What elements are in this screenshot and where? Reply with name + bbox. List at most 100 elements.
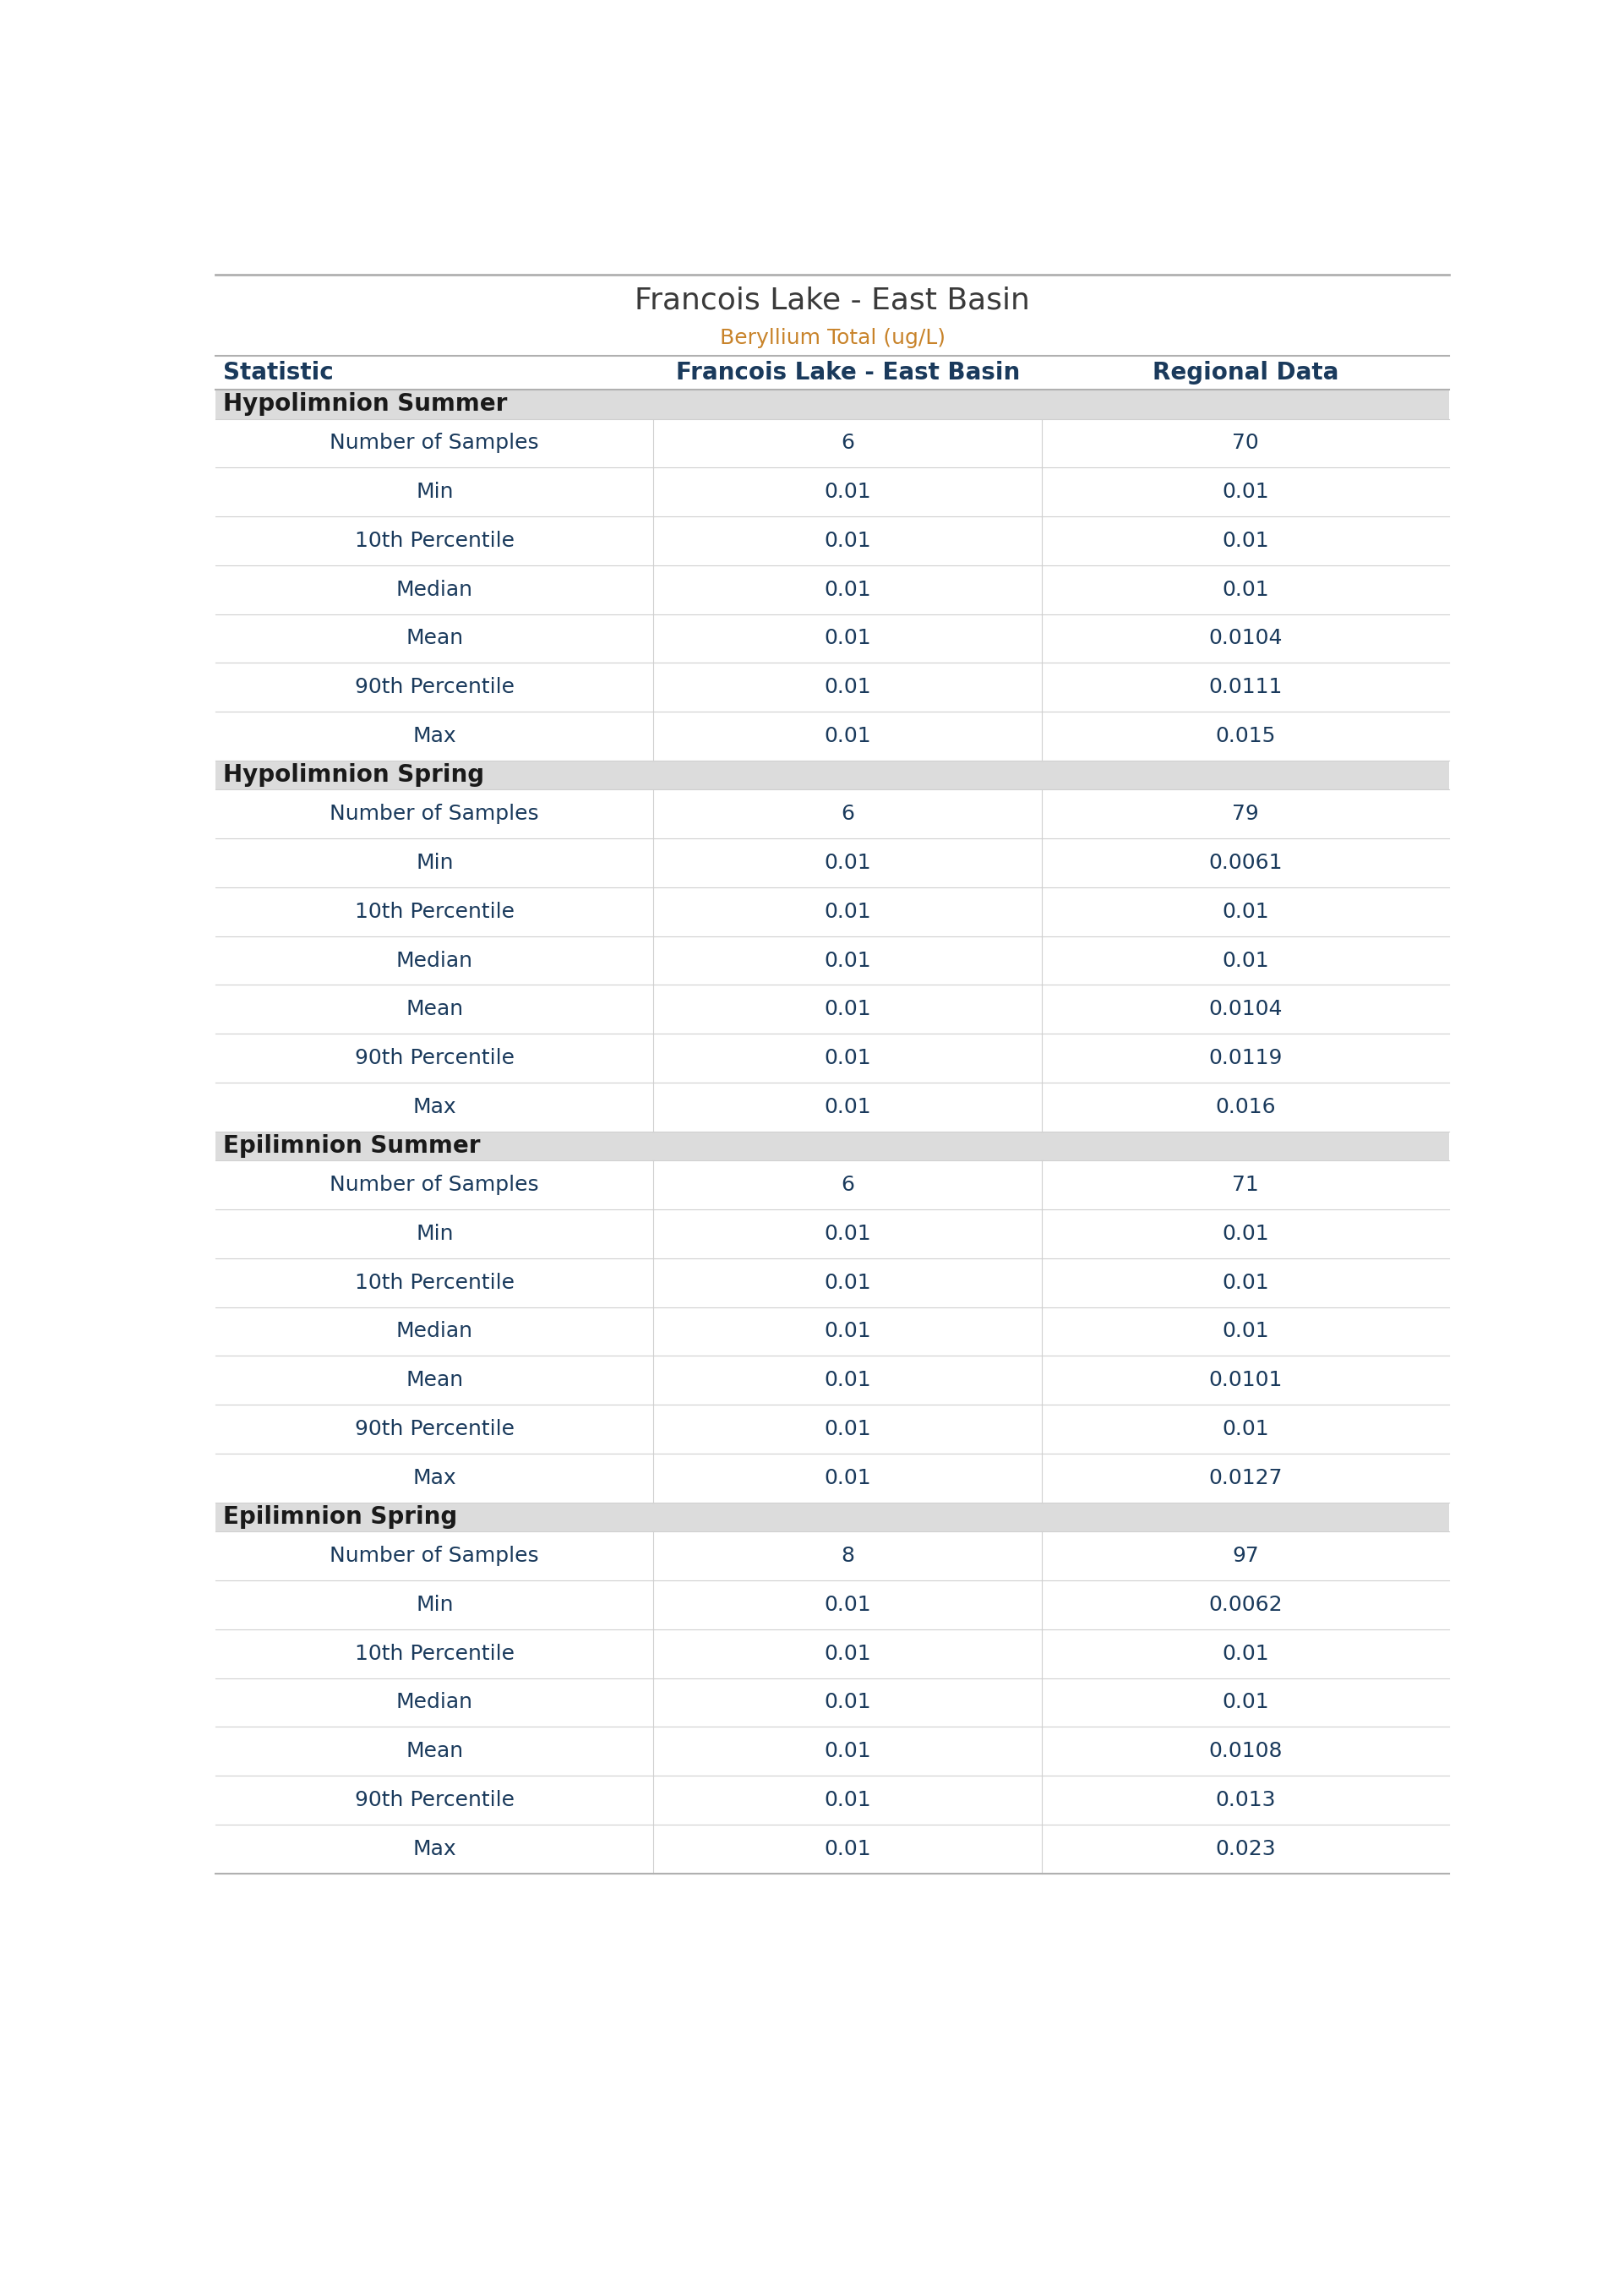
Bar [216, 1033, 1449, 1083]
Text: 90th Percentile: 90th Percentile [354, 676, 515, 697]
Text: 0.01: 0.01 [825, 1789, 870, 1809]
Text: Number of Samples: Number of Samples [330, 434, 539, 454]
Text: 0.01: 0.01 [825, 1643, 870, 1664]
Bar [216, 468, 1449, 518]
Text: 0.01: 0.01 [825, 481, 870, 502]
Bar [216, 790, 1449, 838]
Text: 0.01: 0.01 [1221, 1691, 1268, 1712]
Text: 0.01: 0.01 [825, 1273, 870, 1294]
Text: Number of Samples: Number of Samples [330, 1176, 539, 1196]
Text: 0.01: 0.01 [825, 629, 870, 649]
Text: 0.016: 0.016 [1215, 1096, 1276, 1117]
Text: 0.01: 0.01 [825, 1691, 870, 1712]
Text: 10th Percentile: 10th Percentile [354, 901, 515, 922]
Text: 0.0061: 0.0061 [1208, 854, 1283, 874]
Text: Francois Lake - East Basin: Francois Lake - East Basin [676, 361, 1020, 384]
Text: Mean: Mean [406, 629, 463, 649]
Text: 0.01: 0.01 [825, 1419, 870, 1439]
Text: Epilimnion Spring: Epilimnion Spring [224, 1505, 458, 1528]
Text: Francois Lake - East Basin: Francois Lake - East Basin [635, 286, 1030, 316]
Text: 6: 6 [841, 1176, 854, 1196]
Bar [216, 1355, 1449, 1405]
Bar [216, 985, 1449, 1033]
Text: 8: 8 [841, 1546, 854, 1566]
Bar [216, 713, 1449, 760]
Bar [216, 615, 1449, 663]
Bar [216, 1630, 1449, 1678]
Text: 0.01: 0.01 [825, 1741, 870, 1762]
Text: Max: Max [412, 1469, 456, 1489]
Text: Hypolimnion Summer: Hypolimnion Summer [224, 393, 508, 415]
Text: 0.013: 0.013 [1215, 1789, 1276, 1809]
Text: 0.01: 0.01 [825, 1224, 870, 1244]
Text: 0.01: 0.01 [825, 901, 870, 922]
Text: 0.01: 0.01 [1221, 1273, 1268, 1294]
Text: 0.01: 0.01 [825, 1096, 870, 1117]
Text: 6: 6 [841, 804, 854, 824]
Text: Min: Min [416, 1594, 453, 1614]
Text: 0.015: 0.015 [1215, 726, 1276, 747]
Text: 0.01: 0.01 [825, 1049, 870, 1069]
Bar [216, 1580, 1449, 1630]
Bar [216, 1160, 1449, 1210]
Text: 0.0062: 0.0062 [1208, 1594, 1283, 1614]
Bar [216, 760, 1449, 790]
Text: Max: Max [412, 726, 456, 747]
Text: 90th Percentile: 90th Percentile [354, 1789, 515, 1809]
Bar [216, 935, 1449, 985]
Text: 0.01: 0.01 [825, 676, 870, 697]
Text: 90th Percentile: 90th Percentile [354, 1049, 515, 1069]
Bar [216, 663, 1449, 713]
Text: 0.01: 0.01 [1221, 579, 1268, 599]
Text: 0.01: 0.01 [825, 579, 870, 599]
Bar [216, 1210, 1449, 1258]
Text: Median: Median [396, 1691, 473, 1712]
Text: 97: 97 [1233, 1546, 1259, 1566]
Bar [216, 390, 1449, 420]
Bar [216, 420, 1449, 468]
Text: Number of Samples: Number of Samples [330, 1546, 539, 1566]
Text: 0.01: 0.01 [825, 1371, 870, 1392]
Text: 70: 70 [1233, 434, 1259, 454]
Text: 0.01: 0.01 [825, 726, 870, 747]
Text: 0.01: 0.01 [1221, 1643, 1268, 1664]
Text: 90th Percentile: 90th Percentile [354, 1419, 515, 1439]
Text: 0.0119: 0.0119 [1208, 1049, 1283, 1069]
Text: 6: 6 [841, 434, 854, 454]
Text: 0.0127: 0.0127 [1208, 1469, 1283, 1489]
Text: Median: Median [396, 951, 473, 972]
Text: 0.0104: 0.0104 [1208, 629, 1283, 649]
Text: Beryllium Total (ug/L): Beryllium Total (ug/L) [719, 327, 945, 347]
Bar [216, 1083, 1449, 1130]
Text: 0.0111: 0.0111 [1208, 676, 1283, 697]
Text: 0.01: 0.01 [825, 1839, 870, 1859]
Bar [216, 1130, 1449, 1160]
Text: Mean: Mean [406, 1741, 463, 1762]
Bar [216, 1532, 1449, 1580]
Bar [216, 1308, 1449, 1355]
Text: Regional Data: Regional Data [1153, 361, 1338, 384]
Text: 10th Percentile: 10th Percentile [354, 531, 515, 552]
Text: 0.01: 0.01 [1221, 481, 1268, 502]
Bar [216, 1825, 1449, 1873]
Text: Epilimnion Summer: Epilimnion Summer [224, 1135, 481, 1158]
Text: 0.01: 0.01 [825, 1469, 870, 1489]
Text: 0.0101: 0.0101 [1208, 1371, 1283, 1392]
Text: 0.01: 0.01 [825, 854, 870, 874]
Text: Min: Min [416, 481, 453, 502]
Text: 0.01: 0.01 [1221, 1321, 1268, 1342]
Text: 10th Percentile: 10th Percentile [354, 1643, 515, 1664]
Bar [216, 1405, 1449, 1453]
Bar [216, 1258, 1449, 1308]
Bar [216, 1775, 1449, 1825]
Text: Mean: Mean [406, 999, 463, 1019]
Text: Number of Samples: Number of Samples [330, 804, 539, 824]
Text: 0.0104: 0.0104 [1208, 999, 1283, 1019]
Text: Median: Median [396, 1321, 473, 1342]
Text: 0.01: 0.01 [1221, 901, 1268, 922]
Text: 0.023: 0.023 [1215, 1839, 1276, 1859]
Text: 0.01: 0.01 [825, 1321, 870, 1342]
Text: 0.01: 0.01 [1221, 951, 1268, 972]
Text: 0.01: 0.01 [825, 999, 870, 1019]
Bar [216, 565, 1449, 615]
